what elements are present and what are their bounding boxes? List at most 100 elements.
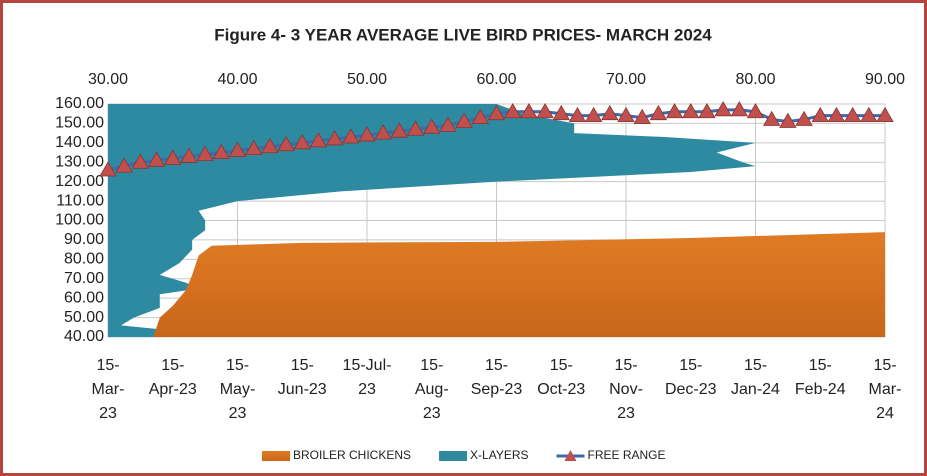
x-tick-label: 24 — [876, 405, 894, 422]
x-tick-label: May- — [220, 381, 256, 398]
marker — [698, 102, 716, 119]
marker — [293, 134, 311, 150]
marker — [746, 102, 765, 119]
legend-swatch — [262, 451, 290, 461]
x-top-tick-label: 40.00 — [217, 71, 257, 88]
x-tick-label: Feb-24 — [795, 381, 846, 398]
legend-label: BROILER CHICKENS — [293, 448, 411, 462]
y-tick-label: 150.00 — [55, 115, 104, 132]
marker — [309, 132, 328, 148]
x-tick-label: Aug- — [415, 381, 449, 398]
marker — [342, 128, 360, 144]
x-tick-label: 15- — [226, 357, 249, 374]
y-tick-label: 100.00 — [55, 212, 104, 229]
marker — [390, 122, 409, 138]
x-tick-label: 23 — [99, 405, 117, 422]
marker — [325, 130, 344, 146]
marker — [244, 139, 263, 156]
marker — [876, 106, 894, 123]
x-tick-label: 15-Jul- — [343, 357, 392, 374]
x-tick-label: 15- — [96, 357, 119, 374]
marker — [730, 101, 749, 117]
x-tick-label: 15- — [485, 357, 508, 374]
y-tick-label: 50.00 — [64, 309, 104, 326]
marker — [131, 153, 150, 169]
y-tick-label: 140.00 — [55, 134, 104, 151]
x-tick-label: 23 — [617, 405, 635, 422]
marker — [471, 108, 490, 124]
marker — [228, 141, 247, 158]
marker — [795, 110, 813, 126]
marker — [536, 102, 554, 119]
marker — [99, 161, 117, 177]
marker — [358, 126, 376, 142]
x-tick-label: 15- — [550, 357, 573, 374]
y-tick-label: 40.00 — [64, 328, 104, 345]
marker — [860, 106, 878, 123]
marker — [633, 108, 651, 124]
x-tick-label: 15- — [161, 357, 184, 374]
x-tick-label: Nov- — [609, 381, 643, 398]
y-tick-label: 90.00 — [64, 231, 104, 248]
marker — [423, 118, 441, 134]
marker — [520, 102, 538, 119]
marker — [261, 137, 279, 154]
marker — [180, 147, 198, 163]
marker — [617, 106, 635, 123]
x-top-tick-label: 70.00 — [606, 71, 646, 88]
y-tick-label: 110.00 — [56, 192, 104, 209]
x-tick-label: 15- — [679, 357, 702, 374]
x-tick-label: 15- — [420, 357, 443, 374]
x-tick-label: 15- — [614, 357, 637, 374]
marker — [147, 151, 166, 167]
x-tick-label: Mar- — [869, 381, 902, 398]
marker — [374, 124, 392, 140]
x-top-tick-label: 90.00 — [865, 71, 905, 88]
y-tick-label: 80.00 — [64, 251, 104, 268]
y-tick-label: 120.00 — [55, 173, 104, 190]
marker — [811, 106, 829, 123]
marker — [665, 102, 684, 119]
x-tick-label: 23 — [423, 405, 441, 422]
y-tick-label: 130.00 — [55, 153, 104, 170]
x-tick-label: Jan-24 — [731, 381, 780, 398]
legend-label: X-LAYERS — [470, 448, 528, 462]
x-tick-label: Jun-23 — [278, 381, 327, 398]
x-tick-label: Dec-23 — [665, 381, 717, 398]
marker — [552, 104, 570, 121]
marker — [406, 120, 425, 136]
x-top-tick-label: 50.00 — [347, 71, 387, 88]
marker — [439, 116, 457, 132]
x-top-tick-label: 80.00 — [735, 71, 775, 88]
x-tick-label: Mar- — [92, 381, 125, 398]
area — [108, 104, 756, 337]
marker — [568, 106, 587, 123]
x-tick-label: Apr-23 — [149, 381, 197, 398]
legend-label: FREE RANGE — [588, 448, 666, 462]
x-tick-label: 23 — [358, 381, 376, 398]
x-top-tick-label: 60.00 — [476, 71, 516, 88]
legend-marker — [564, 450, 577, 461]
marker — [714, 101, 732, 117]
marker — [115, 157, 133, 173]
marker — [487, 104, 506, 121]
x-tick-label: 15- — [744, 357, 767, 374]
marker — [762, 110, 781, 126]
x-tick-label: Oct-23 — [537, 381, 585, 398]
chart-title: Figure 4- 3 YEAR AVERAGE LIVE BIRD PRICE… — [214, 25, 712, 44]
marker — [584, 106, 603, 123]
x-tick-label: 15- — [809, 357, 832, 374]
x-tick-label: 15- — [873, 357, 896, 374]
y-tick-label: 160.00 — [55, 95, 104, 112]
marker — [682, 102, 700, 119]
marker — [455, 112, 473, 128]
marker — [779, 112, 797, 128]
marker — [196, 145, 214, 161]
marker — [843, 106, 862, 123]
x-tick-label: 23 — [229, 405, 247, 422]
marker — [212, 143, 231, 159]
marker — [601, 104, 619, 121]
marker — [649, 104, 668, 121]
